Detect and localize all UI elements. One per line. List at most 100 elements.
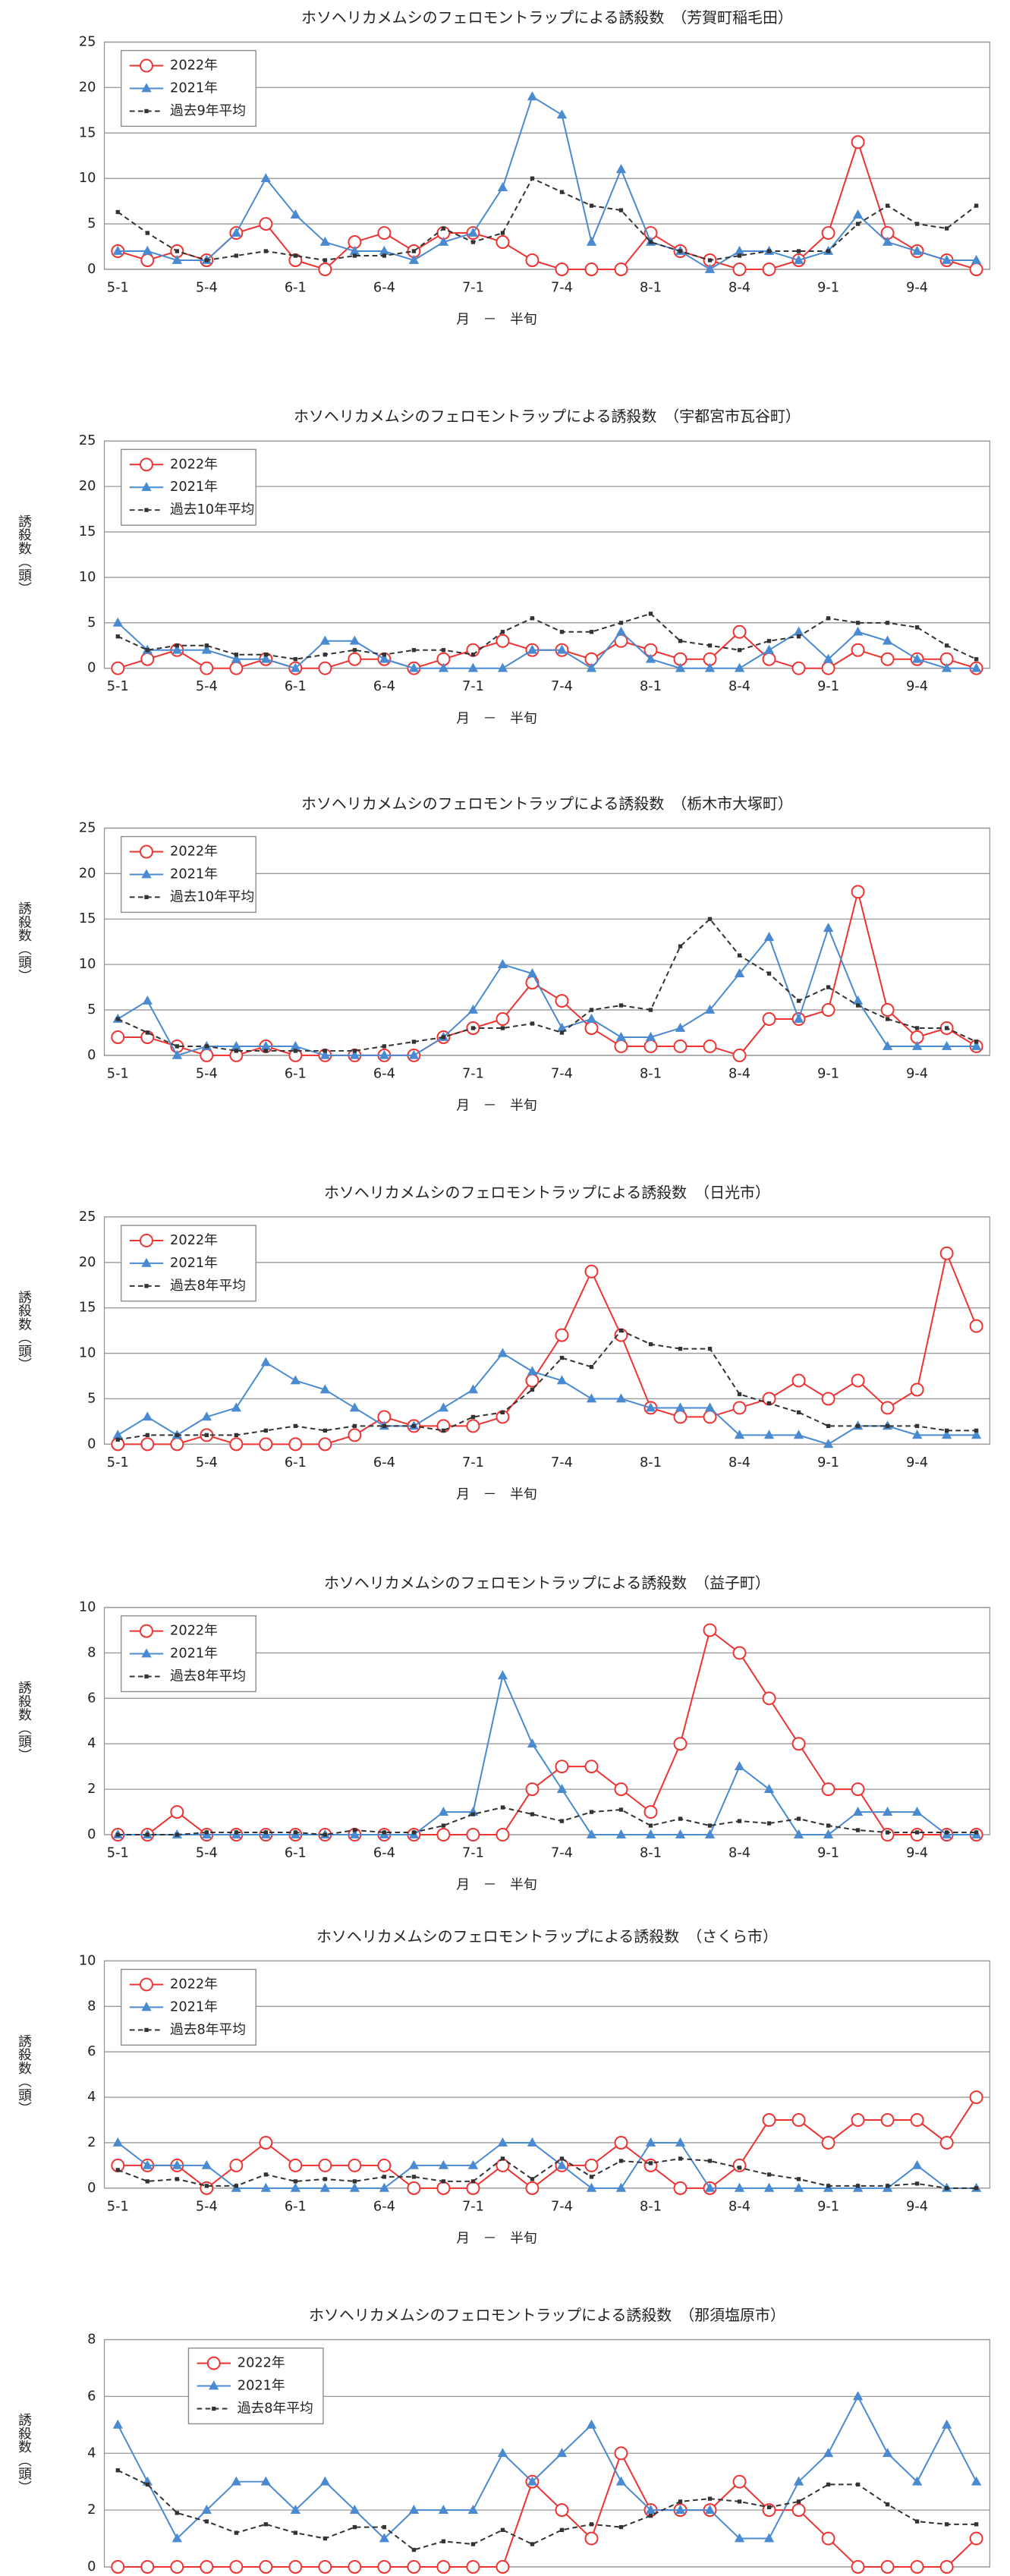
marker xyxy=(643,1039,658,1053)
marker xyxy=(145,1433,149,1438)
marker xyxy=(115,634,120,639)
marker xyxy=(231,653,241,663)
chart: ホソヘリカメムシのフェロモントラップによる誘殺数 （さくら市） 誘殺数（頭） 月 －… xyxy=(16,1927,991,2246)
marker xyxy=(885,2502,890,2507)
x-axis-label: 月 － 半旬 xyxy=(456,1486,536,1502)
marker xyxy=(556,109,568,119)
y-tick-label: 5 xyxy=(87,1391,96,1406)
x-tick-label: 5-4 xyxy=(196,1845,218,1860)
marker xyxy=(704,263,716,273)
marker xyxy=(615,164,627,174)
marker xyxy=(793,2476,804,2486)
marker xyxy=(971,2476,982,2486)
marker xyxy=(763,1784,775,1793)
marker xyxy=(438,2159,449,2169)
marker xyxy=(530,176,535,181)
plot-frame xyxy=(103,1216,991,1445)
marker xyxy=(204,258,209,263)
marker xyxy=(145,648,149,653)
marker xyxy=(175,249,179,253)
x-tick-label: 6-1 xyxy=(285,679,307,694)
chart-title: ホソヘリカメムシのフェロモントラップによる誘殺数 （那須塩原市） xyxy=(309,2306,785,2324)
y-tick-label: 2 xyxy=(87,1782,96,1797)
legend-label: 2022年 xyxy=(170,58,218,74)
marker xyxy=(496,1012,510,1026)
legend-label: 過去8年平均 xyxy=(170,1278,246,1294)
marker xyxy=(615,1393,627,1403)
legend-label: 2022年 xyxy=(170,456,218,472)
y-tick-label: 6 xyxy=(87,1691,96,1706)
marker xyxy=(559,190,565,194)
marker xyxy=(441,1823,446,1828)
marker xyxy=(175,643,179,648)
marker xyxy=(675,1829,686,1838)
marker xyxy=(293,1049,298,1053)
marker xyxy=(497,959,508,969)
marker xyxy=(470,653,476,657)
marker xyxy=(377,2560,392,2574)
marker xyxy=(527,1738,538,1748)
x-tick-label: 8-4 xyxy=(728,2199,750,2214)
x-tick-label: 9-4 xyxy=(906,1845,928,1860)
marker xyxy=(436,1828,451,1842)
marker xyxy=(763,644,775,654)
x-tick-label: 7-1 xyxy=(462,1845,484,1860)
marker xyxy=(527,1366,538,1376)
chart: ホソヘリカメムシのフェロモントラップによる誘殺数 （宇都宮市瓦谷町） 誘殺数（頭）… xyxy=(16,407,991,726)
marker xyxy=(496,2560,510,2574)
marker xyxy=(823,2448,834,2458)
legend-label: 2022年 xyxy=(170,844,218,860)
x-tick-label: 5-1 xyxy=(107,679,129,694)
marker xyxy=(732,1646,747,1660)
marker xyxy=(821,1782,835,1797)
marker xyxy=(263,1428,269,1433)
marker xyxy=(141,1257,152,1267)
y-tick-label: 4 xyxy=(87,2445,96,2461)
marker xyxy=(496,634,510,648)
marker xyxy=(377,2158,392,2172)
legend-label: 過去10年平均 xyxy=(170,502,254,517)
series-line xyxy=(117,2141,977,2189)
marker xyxy=(944,226,949,231)
legend-label: 過去8年平均 xyxy=(170,1668,246,1684)
x-tick-label: 8-1 xyxy=(640,1845,662,1860)
chart-title: ホソヘリカメムシのフェロモントラップによる誘殺数 （日光市） xyxy=(324,1183,770,1201)
x-tick-label: 5-4 xyxy=(196,280,218,295)
marker xyxy=(762,1012,776,1026)
marker xyxy=(263,2522,269,2527)
plot-frame xyxy=(103,440,991,669)
marker xyxy=(144,508,149,512)
marker xyxy=(323,258,328,263)
marker xyxy=(618,1328,624,1333)
marker xyxy=(614,1039,628,1053)
marker xyxy=(645,2137,656,2147)
marker xyxy=(910,1382,924,1397)
marker xyxy=(204,2184,209,2188)
marker xyxy=(234,1433,238,1438)
marker xyxy=(911,2476,923,2486)
marker xyxy=(438,236,449,246)
marker xyxy=(796,2177,801,2181)
y-tick-label: 10 xyxy=(79,957,96,972)
marker xyxy=(678,1816,683,1821)
y-tick-label: 0 xyxy=(87,262,96,277)
marker xyxy=(618,2524,624,2530)
marker xyxy=(584,1021,599,1035)
marker xyxy=(144,1674,149,1679)
marker xyxy=(615,2476,627,2486)
marker xyxy=(944,1830,949,1835)
chart-title: ホソヘリカメムシのフェロモントラップによる誘殺数 （益子町） xyxy=(324,1574,770,1592)
marker xyxy=(234,653,238,657)
marker xyxy=(290,662,301,672)
marker xyxy=(115,209,120,215)
x-tick-label: 8-1 xyxy=(640,1066,662,1081)
marker xyxy=(319,2182,331,2192)
marker xyxy=(880,652,895,666)
plot-frame xyxy=(103,2339,991,2568)
marker xyxy=(615,2182,627,2192)
marker xyxy=(175,2511,179,2515)
y-tick-label: 10 xyxy=(79,1346,96,1361)
marker xyxy=(645,653,656,663)
marker xyxy=(319,2476,331,2486)
